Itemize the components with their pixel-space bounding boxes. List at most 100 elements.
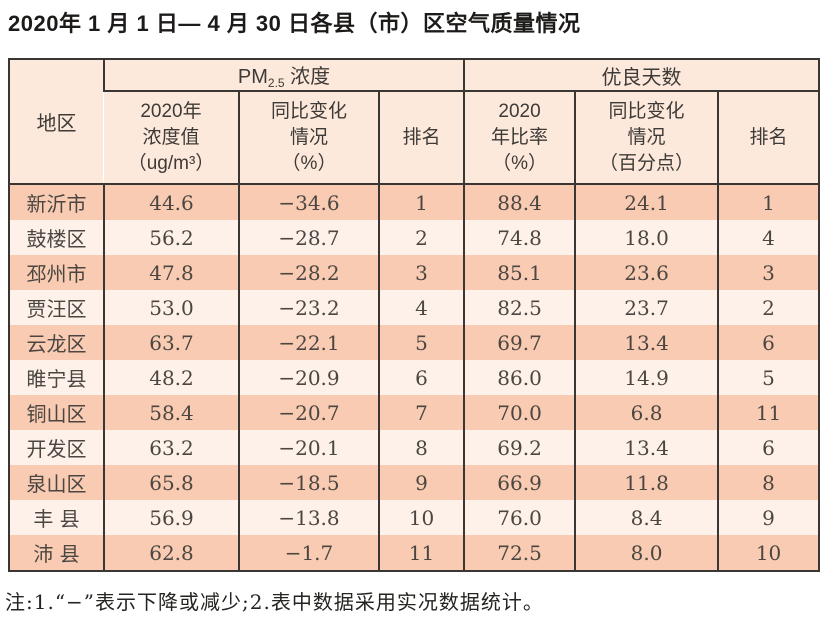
cell-pm-value: 62.8: [103, 535, 239, 571]
pm25-label-suffix: 浓度: [284, 66, 331, 88]
cell-pm-change: −1.7: [238, 535, 379, 571]
cell-pm-change: −28.7: [238, 220, 379, 255]
cell-pm-value: 63.7: [103, 325, 239, 360]
table-row: 睢宁县 48.2 −20.9 6 86.0 14.9 5: [9, 360, 820, 395]
cell-pm-value: 63.2: [103, 430, 239, 465]
cell-pm-rank: 4: [377, 290, 465, 325]
cell-days-ratio: 76.0: [463, 500, 576, 535]
table-row: 丰 县 56.9 −13.8 10 76.0 8.4 9: [9, 500, 820, 535]
cell-pm-change: −18.5: [238, 465, 379, 500]
table-row: 贾汪区 53.0 −23.2 4 82.5 23.7 2: [9, 290, 820, 325]
header-sub-row: 2020年 浓度值 （ug/m³） 同比变化 情况 （%） 排名 2020 年比…: [9, 91, 820, 185]
cell-region: 沛 县: [33, 542, 80, 566]
cell-days-ratio: 69.7: [463, 325, 576, 360]
cell-days-change: 8.4: [574, 500, 719, 535]
cell-region: 丰 县: [33, 507, 80, 531]
cell-pm-rank: 9: [377, 465, 465, 500]
table-row: 开发区 63.2 −20.1 8 69.2 13.4 6: [9, 430, 820, 465]
cell-region: 泉山区: [26, 472, 87, 496]
cell-pm-rank: 8: [377, 430, 465, 465]
cell-days-change: 14.9: [574, 360, 719, 395]
cell-region: 铜山区: [26, 402, 87, 426]
cell-region: 邳州市: [26, 262, 87, 286]
cell-pm-change: −28.2: [238, 255, 379, 290]
cell-days-rank: 2: [717, 290, 820, 325]
page-title: 2020年 1 月 1 日— 4 月 30 日各县（市）区空气质量情况: [8, 11, 581, 36]
cell-days-ratio: 66.9: [463, 465, 576, 500]
cell-days-change: 8.0: [574, 535, 719, 571]
cell-pm-value: 53.0: [103, 290, 239, 325]
cell-pm-rank: 3: [377, 255, 465, 290]
cell-pm-value: 65.8: [103, 465, 239, 500]
cell-pm-rank: 7: [377, 395, 465, 430]
cell-days-change: 24.1: [574, 184, 719, 220]
cell-pm-change: −13.8: [238, 500, 379, 535]
cell-days-ratio: 85.1: [463, 255, 576, 290]
cell-days-ratio: 74.8: [463, 220, 576, 255]
cell-days-ratio: 70.0: [463, 395, 576, 430]
table-row: 泉山区 65.8 −18.5 9 66.9 11.8 8: [9, 465, 820, 500]
cell-days-rank: 8: [717, 465, 820, 500]
cell-pm-rank: 10: [377, 500, 465, 535]
cell-days-rank: 6: [717, 430, 820, 465]
cell-pm-change: −34.6: [238, 184, 379, 220]
table-row: 邳州市 47.8 −28.2 3 85.1 23.6 3: [9, 255, 820, 290]
cell-days-rank: 9: [717, 500, 820, 535]
table-body: 新沂市 44.6 −34.6 1 88.4 24.1 1 鼓楼区 56.2 −28.7 2 74.8 1…: [9, 184, 820, 571]
cell-days-rank: 5: [717, 360, 820, 395]
cell-region: 云龙区: [26, 332, 87, 356]
cell-region: 开发区: [26, 437, 87, 461]
col-header-days-change: 同比变化 情况 （百分点）: [574, 91, 719, 185]
col-header-pm-rank: 排名: [377, 91, 465, 185]
cell-days-ratio: 82.5: [463, 290, 576, 325]
cell-region: 新沂市: [26, 192, 87, 216]
cell-days-rank: 1: [717, 184, 820, 220]
pm25-label-base: PM: [237, 66, 268, 88]
cell-days-rank: 3: [717, 255, 820, 290]
cell-pm-value: 48.2: [103, 360, 239, 395]
cell-region: 鼓楼区: [26, 227, 87, 251]
table-header: 地区 PM2.5 浓度 优良天数 2020年 浓度值 （ug/m³） 同比变化 …: [9, 59, 820, 185]
cell-pm-change: −22.1: [238, 325, 379, 360]
table-row: 新沂市 44.6 −34.6 1 88.4 24.1 1: [9, 184, 820, 220]
cell-days-rank: 6: [717, 325, 820, 360]
table-row: 鼓楼区 56.2 −28.7 2 74.8 18.0 4: [9, 220, 820, 255]
table-row: 铜山区 58.4 −20.7 7 70.0 6.8 11: [9, 395, 820, 430]
table-row: 云龙区 63.7 −22.1 5 69.7 13.4 6: [9, 325, 820, 360]
col-header-days-rank: 排名: [717, 91, 820, 185]
cell-days-ratio: 69.2: [463, 430, 576, 465]
cell-days-change: 13.4: [574, 430, 719, 465]
header-group-row: 地区 PM2.5 浓度 优良天数: [9, 59, 820, 185]
col-header-region: 地区: [9, 59, 104, 185]
cell-pm-rank: 5: [377, 325, 465, 360]
pm25-label-subscript: 2.5: [267, 76, 285, 90]
cell-days-ratio: 88.4: [463, 184, 576, 220]
cell-days-change: 6.8: [574, 395, 719, 430]
col-header-pm-value: 2020年 浓度值 （ug/m³）: [104, 91, 239, 185]
cell-region: 贾汪区: [26, 297, 87, 321]
cell-pm-change: −20.7: [238, 395, 379, 430]
cell-pm-change: −20.1: [238, 430, 379, 465]
cell-days-rank: 11: [717, 395, 820, 430]
cell-pm-change: −23.2: [238, 290, 379, 325]
cell-days-ratio: 72.5: [463, 535, 576, 571]
cell-pm-rank: 11: [377, 535, 465, 571]
cell-pm-value: 44.6: [103, 184, 239, 220]
cell-days-rank: 4: [717, 220, 820, 255]
cell-pm-value: 58.4: [103, 395, 239, 430]
cell-pm-rank: 6: [377, 360, 465, 395]
cell-days-change: 23.7: [574, 290, 719, 325]
col-header-days-ratio: 2020 年比率 （%）: [463, 91, 576, 185]
cell-days-rank: 10: [717, 535, 820, 571]
cell-days-change: 11.8: [574, 465, 719, 500]
table-row: 沛 县 62.8 −1.7 11 72.5 8.0 10: [9, 535, 820, 571]
cell-days-change: 13.4: [574, 325, 719, 360]
cell-pm-rank: 1: [377, 184, 465, 220]
air-quality-table: 地区 PM2.5 浓度 优良天数 2020年 浓度值 （ug/m³） 同比变化 …: [8, 58, 821, 572]
cell-pm-value: 47.8: [103, 255, 239, 290]
cell-pm-change: −20.9: [238, 360, 379, 395]
col-header-pm-change: 同比变化 情况 （%）: [238, 91, 379, 185]
cell-region: 睢宁县: [26, 367, 87, 391]
cell-days-change: 23.6: [574, 255, 719, 290]
